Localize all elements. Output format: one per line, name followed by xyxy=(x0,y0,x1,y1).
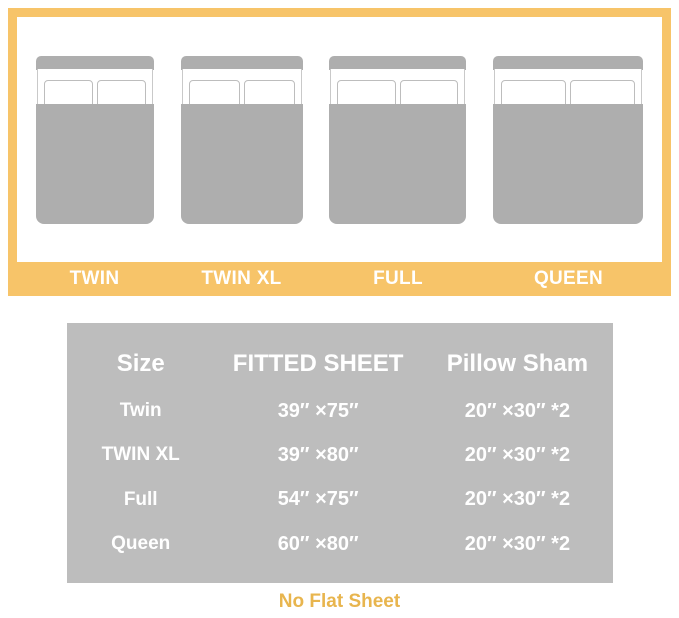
fitted-sheet-body xyxy=(180,103,303,224)
headboard-icon xyxy=(36,55,155,70)
table-row: Twin 39″ ×75″ 20″ ×30″ *2 xyxy=(67,400,613,423)
fitted-sheet-body xyxy=(329,103,467,224)
pillow-icon xyxy=(243,79,295,105)
pillow-icon xyxy=(569,79,635,105)
fitted-sheet-body xyxy=(492,103,643,224)
pillow-group xyxy=(329,69,466,105)
cell-pillow-sham: 20″ ×30″ *2 xyxy=(464,488,571,511)
cell-size: Queen xyxy=(111,533,171,555)
illustration-frame: TWIN TWIN XL FULL QUEEN xyxy=(8,8,671,296)
cell-fitted-sheet: 54″ ×75″ xyxy=(277,488,359,511)
pillow-icon xyxy=(97,79,147,105)
headboard-icon xyxy=(180,55,303,70)
table-row: Queen 60″ ×80″ 20″ ×30″ *2 xyxy=(67,533,613,556)
pillow-icon xyxy=(337,79,396,105)
bed-label-queen: QUEEN xyxy=(533,268,604,289)
table-row: Full 54″ ×75″ 20″ ×30″ *2 xyxy=(67,488,613,511)
cell-pillow-sham: 20″ ×30″ *2 xyxy=(464,443,571,466)
column-header-pillow-sham: Pillow Sham xyxy=(446,350,589,378)
cell-size: Twin xyxy=(119,400,162,422)
headboard-icon xyxy=(492,55,643,70)
size-spec-table: Size FITTED SHEET Pillow Sham Twin 39″ ×… xyxy=(67,323,613,583)
bed-illustration-twin-xl xyxy=(180,55,303,224)
bed-illustration-queen xyxy=(492,55,643,224)
bed-label-bar: TWIN TWIN XL FULL QUEEN xyxy=(8,262,671,296)
bed-label-full: FULL xyxy=(373,268,423,289)
pillow-icon xyxy=(188,79,240,105)
cell-fitted-sheet: 39″ ×80″ xyxy=(277,443,359,466)
bed-label-twin-xl: TWIN XL xyxy=(201,268,282,289)
cell-size: TWIN XL xyxy=(101,444,180,466)
pillow-icon xyxy=(500,79,566,105)
column-header-fitted-sheet: FITTED SHEET xyxy=(232,350,404,378)
pillow-group xyxy=(36,69,154,105)
no-flat-sheet-note: No Flat Sheet xyxy=(278,591,401,612)
pillow-group xyxy=(181,69,303,105)
bed-illustration-full xyxy=(329,55,467,224)
bed-label-twin: TWIN xyxy=(69,268,120,289)
cell-pillow-sham: 20″ ×30″ *2 xyxy=(464,399,571,422)
cell-pillow-sham: 20″ ×30″ *2 xyxy=(464,532,571,555)
bed-illustrations xyxy=(17,17,662,262)
table-row: TWIN XL 39″ ×80″ 20″ ×30″ *2 xyxy=(67,444,613,467)
pillow-icon xyxy=(399,79,459,105)
cell-fitted-sheet: 39″ ×75″ xyxy=(277,399,359,422)
pillow-group xyxy=(493,69,643,105)
fitted-sheet-body xyxy=(36,103,155,224)
headboard-icon xyxy=(329,55,467,70)
pillow-icon xyxy=(44,79,94,105)
bed-illustration-twin xyxy=(36,55,155,224)
cell-fitted-sheet: 60″ ×80″ xyxy=(277,532,359,555)
cell-size: Full xyxy=(123,488,158,510)
table-header-row: Size FITTED SHEET Pillow Sham xyxy=(67,350,613,378)
column-header-size: Size xyxy=(116,350,165,378)
